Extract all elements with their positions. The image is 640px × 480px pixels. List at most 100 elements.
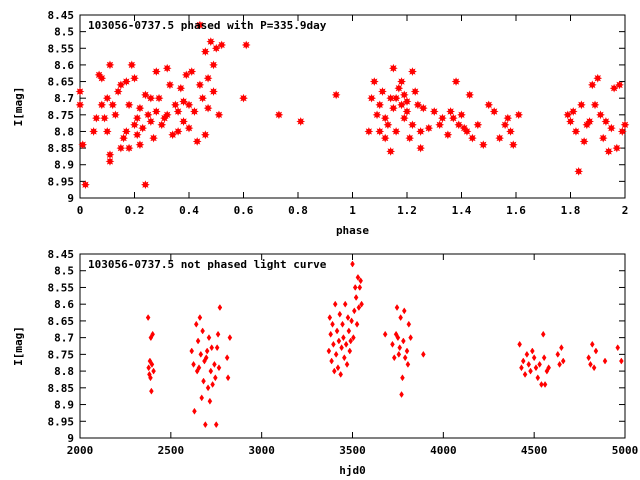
y-tick-label: 8.55: [48, 281, 75, 294]
data-point: [151, 67, 161, 76]
data-point: [391, 354, 397, 362]
x-tick-label: 1.2: [397, 204, 417, 217]
data-point: [535, 374, 541, 382]
y-tick-label: 8.75: [48, 348, 75, 361]
data-point: [91, 113, 101, 123]
data-point: [334, 327, 340, 335]
y-tick-label: 9: [67, 432, 74, 445]
x-tick-label: 2500: [158, 444, 185, 457]
data-point: [184, 123, 194, 133]
data-point: [197, 314, 203, 322]
data-point: [171, 100, 180, 110]
data-point: [617, 127, 627, 136]
y-tick-label: 8.5: [54, 265, 74, 278]
data-point: [132, 130, 142, 140]
data-point: [528, 367, 533, 375]
data-point: [593, 73, 603, 83]
data-point: [408, 67, 417, 76]
data-point: [105, 157, 115, 166]
data-point: [326, 347, 332, 355]
data-point: [217, 304, 223, 311]
data-point: [189, 347, 195, 355]
data-point: [75, 100, 85, 110]
data-point: [344, 360, 350, 368]
data-point: [116, 143, 126, 153]
data-point: [181, 70, 191, 80]
data-point: [176, 83, 186, 93]
data-point: [105, 60, 115, 70]
y-tick-label: 8.5: [54, 26, 74, 39]
data-point: [113, 87, 123, 96]
data-point: [468, 133, 477, 143]
data-point: [157, 120, 167, 130]
data-point: [337, 310, 343, 318]
data-point: [533, 364, 539, 372]
data-point: [520, 357, 526, 365]
data-point: [404, 347, 410, 355]
data-point: [130, 120, 139, 130]
data-point: [195, 80, 205, 90]
data-point: [212, 360, 217, 368]
x-tick-label: 1.8: [561, 204, 581, 217]
data-point: [198, 93, 207, 103]
data-point: [489, 107, 499, 116]
data-point: [333, 350, 339, 358]
data-point: [364, 127, 374, 136]
data-point: [141, 90, 150, 100]
data-point: [602, 357, 608, 365]
y-tick-label: 8.9: [54, 399, 74, 412]
data-point: [200, 327, 205, 335]
data-point: [203, 103, 213, 113]
data-point: [342, 354, 347, 362]
data-point: [612, 143, 622, 153]
data-point: [78, 140, 88, 150]
y-tick-label: 8.45: [48, 248, 75, 261]
data-point: [389, 63, 398, 73]
data-point: [335, 364, 341, 372]
data-point: [389, 103, 398, 113]
data-point: [353, 294, 359, 301]
data-point: [514, 110, 524, 120]
data-point: [127, 60, 137, 70]
data-point: [345, 314, 351, 322]
data-point: [451, 77, 461, 86]
data-point: [574, 167, 584, 176]
data-point: [151, 107, 161, 116]
data-point: [195, 337, 201, 345]
data-point: [416, 127, 425, 136]
y-tick-label: 8.95: [48, 175, 75, 188]
data-point: [346, 327, 352, 335]
data-point: [429, 107, 439, 116]
data-point: [394, 304, 400, 311]
data-point: [216, 364, 222, 372]
data-point: [619, 357, 624, 365]
data-point: [604, 147, 614, 156]
data-point: [400, 374, 405, 382]
data-point: [590, 100, 600, 110]
data-point: [577, 100, 586, 110]
data-point: [559, 344, 564, 352]
data-point: [173, 107, 183, 116]
data-point: [386, 147, 396, 156]
data-point: [204, 347, 210, 355]
data-point: [165, 80, 175, 90]
data-point: [145, 314, 151, 322]
data-point: [217, 40, 227, 50]
data-point: [210, 381, 215, 388]
data-point: [519, 364, 524, 372]
y-tick-label: 8.9: [54, 159, 74, 172]
data-point: [401, 337, 406, 345]
data-point: [424, 123, 434, 133]
y-tick-label: 9: [67, 192, 74, 205]
data-point: [568, 107, 578, 116]
data-point: [203, 73, 213, 83]
data-point: [506, 127, 515, 136]
data-point: [203, 354, 209, 362]
data-point: [397, 100, 406, 110]
chart-title: 103056-0737.5 phased with P=335.9day: [88, 19, 327, 32]
data-point: [336, 337, 342, 345]
data-point: [563, 110, 573, 120]
data-point: [121, 77, 131, 86]
data-point: [503, 113, 513, 123]
data-point: [413, 100, 423, 110]
